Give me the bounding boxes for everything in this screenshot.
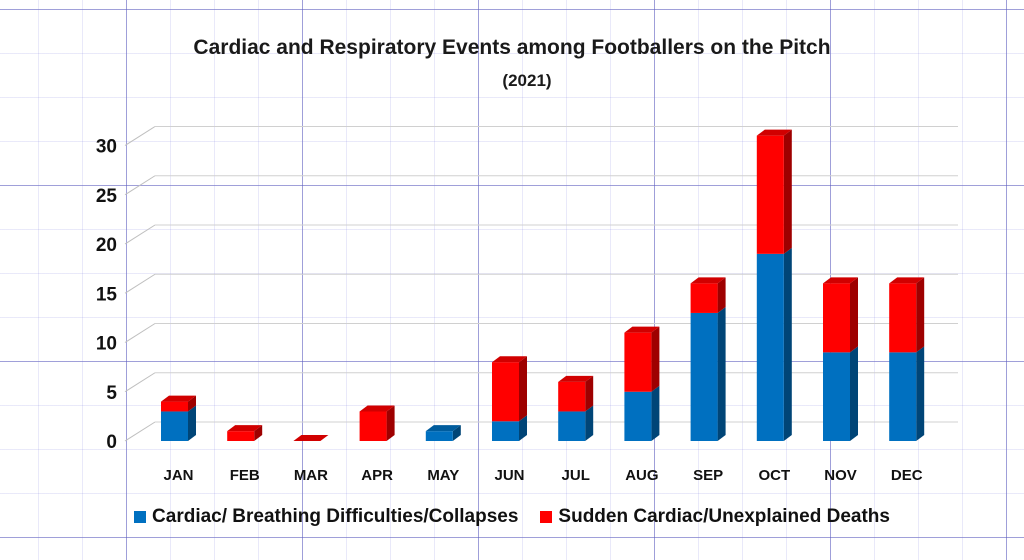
chart-subtitle: (2021) (502, 71, 552, 90)
gridline-depth (124, 421, 156, 442)
bar-side-oct-s0 (783, 247, 792, 441)
bar-jun-series1 (492, 421, 519, 441)
bar-top-dec (889, 277, 925, 284)
x-tick-label-may: MAY (427, 467, 459, 484)
bar-dec-series1 (889, 352, 917, 441)
bar-jul-series2 (558, 381, 586, 412)
bar-apr-series2 (359, 411, 387, 441)
legend-swatch-blue (134, 511, 147, 523)
x-tick-label-dec: DEC (891, 467, 923, 484)
bar-aug-series1 (624, 391, 652, 441)
chart-legend: Cardiac/ Breathing Difficulties/Collapse… (0, 506, 1024, 528)
bar-side-dec-s0 (916, 346, 925, 441)
y-tick-label: 30 (96, 137, 117, 158)
bar-jul-series1 (558, 411, 586, 441)
gridline-depth (124, 175, 156, 196)
bar-top-oct (756, 129, 792, 136)
bar-side-oct-s1 (783, 129, 792, 254)
bar-dec-series2 (889, 283, 917, 353)
bar-side-nov-s0 (850, 346, 858, 441)
y-tick-label: 15 (96, 284, 118, 305)
bar-oct-series1 (756, 253, 784, 441)
bar-side-apr-s1 (386, 405, 395, 441)
bar-oct-series2 (756, 135, 784, 254)
x-tick-label-mar: MAR (294, 467, 328, 484)
bar-jun-series2 (492, 362, 519, 422)
y-tick-label: 20 (96, 235, 117, 256)
chart-title: Cardiac and Respiratory Events among Foo… (193, 36, 831, 59)
bar-side-feb-s1 (254, 425, 263, 441)
legend-label-deaths: Sudden Cardiac/Unexplained Deaths (558, 506, 890, 527)
bar-top-sep (690, 277, 726, 284)
x-tick-label-jun: JUN (494, 467, 524, 484)
bar-side-dec-s1 (916, 277, 925, 353)
bar-top-feb (227, 425, 263, 432)
bar-top-jul (558, 375, 594, 382)
bar-aug-series2 (624, 332, 652, 392)
legend-swatch-red (540, 511, 553, 523)
gridline-depth (124, 372, 156, 393)
y-tick-label: 25 (96, 186, 118, 207)
gridline-depth (124, 126, 156, 146)
legend-label-collapses: Cardiac/ Breathing Difficulties/Collapse… (152, 506, 519, 527)
x-tick-label-oct: OCT (758, 467, 790, 484)
x-tick-label-sep: SEP (693, 467, 723, 484)
x-tick-label-jul: JUL (562, 467, 590, 484)
bar-side-nov-s1 (850, 277, 858, 353)
x-tick-label-jan: JAN (163, 467, 193, 484)
x-tick-label-nov: NOV (824, 467, 857, 484)
bar-top-may (425, 425, 461, 432)
x-tick-label-feb: FEB (230, 467, 260, 484)
bar-top-jan (161, 395, 196, 402)
gridline-depth (124, 323, 156, 343)
bar-sep-series2 (690, 283, 718, 313)
bar-side-sep-s1 (717, 277, 726, 313)
bar-side-sep-s0 (717, 306, 726, 441)
x-tick-label-apr: APR (361, 467, 393, 484)
bar-nov-series2 (823, 283, 850, 353)
bar-side-may-s0 (452, 425, 461, 441)
bar-side-jan-s0 (188, 405, 196, 441)
bar-side-jun-s1 (519, 356, 527, 422)
y-tick-label: 0 (106, 432, 117, 453)
legend-item-collapses: Cardiac/ Breathing Difficulties/Collapse… (134, 506, 518, 528)
bar-side-jul-s0 (585, 405, 594, 441)
bar-top-mar (293, 435, 329, 441)
bar-top-apr (359, 405, 395, 412)
bar-sep-series1 (690, 312, 718, 441)
bar-top-nov (823, 277, 858, 284)
bar-side-aug-s1 (651, 326, 660, 392)
bar-top-jun (492, 356, 527, 363)
bar-jan-series1 (161, 411, 188, 441)
legend-item-deaths: Sudden Cardiac/Unexplained Deaths (540, 506, 890, 528)
bar-side-jun-s0 (519, 415, 527, 441)
x-tick-label-aug: AUG (625, 467, 658, 484)
bar-jan-series2 (161, 401, 188, 412)
bar-side-aug-s0 (651, 385, 660, 441)
bar-side-jul-s1 (585, 375, 594, 412)
bar-side-jan-s1 (188, 395, 196, 412)
gridline-depth (124, 273, 156, 294)
bar-top-aug (624, 326, 660, 333)
y-tick-label: 5 (106, 383, 117, 404)
bar-may-series1 (425, 431, 453, 441)
gridline-depth (124, 224, 156, 245)
y-tick-label: 10 (96, 334, 117, 355)
bar-feb-series2 (227, 431, 255, 441)
bar-nov-series1 (823, 352, 850, 441)
